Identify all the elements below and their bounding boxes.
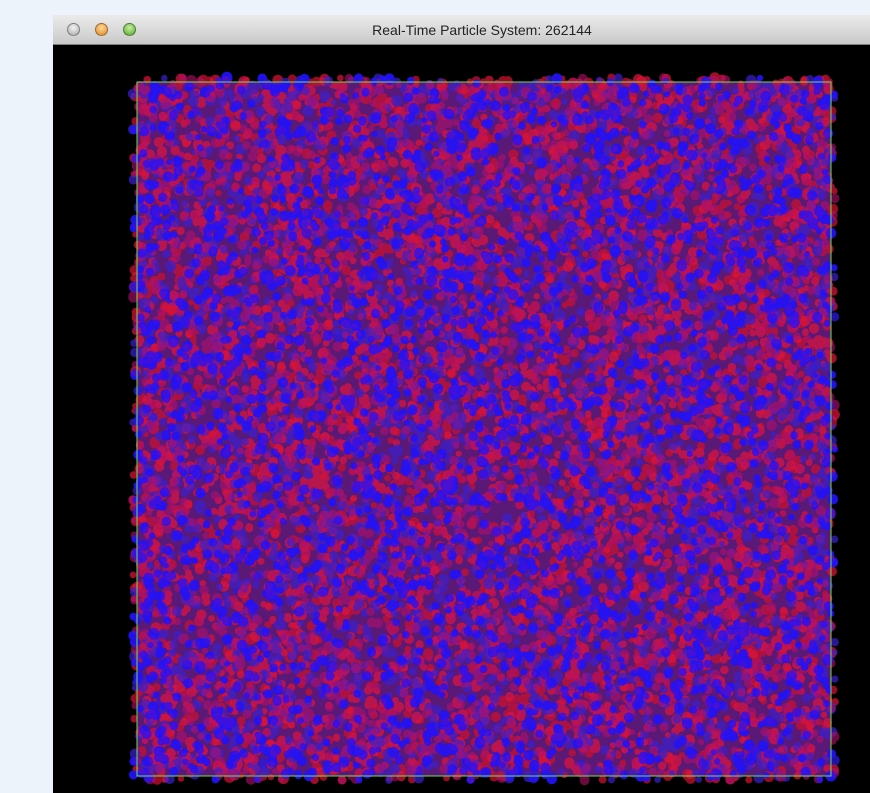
particle-view [53,45,870,793]
page: Real-Time Particle System: 262144 (() =>… [0,0,870,793]
title-bar: Real-Time Particle System: 262144 [53,15,870,45]
window-title: Real-Time Particle System: 262144 [53,15,870,45]
app-window: Real-Time Particle System: 262144 [53,15,870,793]
